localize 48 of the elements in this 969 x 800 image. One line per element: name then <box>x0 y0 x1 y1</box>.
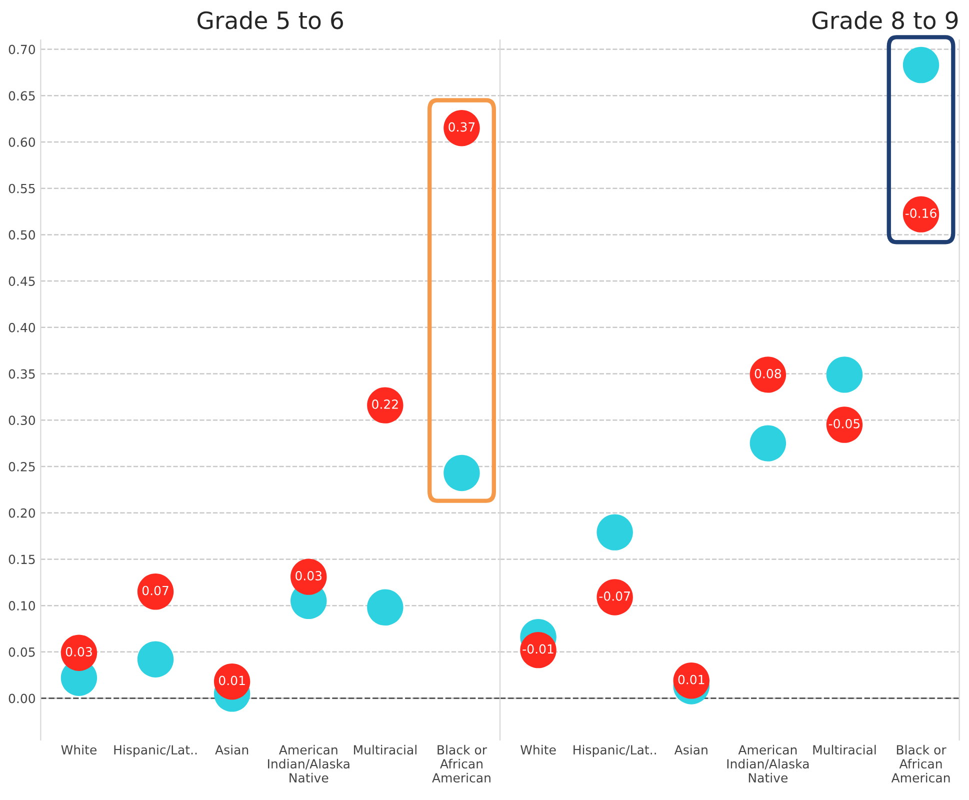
annotation: 0.08 <box>754 368 781 378</box>
y-tick-label: 0.40 <box>8 322 36 332</box>
annotation: 0.01 <box>218 676 245 686</box>
point <box>596 514 633 550</box>
y-tick-label: 0.35 <box>8 369 35 379</box>
y-tick-label: 0.65 <box>8 91 35 101</box>
y-tick-label: 0.50 <box>8 230 36 240</box>
y-tick-label: 0.20 <box>8 508 36 518</box>
y-tick-label: 0.25 <box>8 462 35 472</box>
point <box>902 46 940 84</box>
chart-title: Grade 8 to 9 <box>812 10 958 30</box>
point <box>750 425 786 462</box>
annotation: -0.01 <box>522 644 554 654</box>
x-tick-label: White <box>61 744 96 755</box>
point <box>137 641 174 678</box>
x-tick-label: Hispanic/Lat.. <box>574 744 656 757</box>
y-tick-label: 0.05 <box>8 647 35 657</box>
y-tick-label: 0.60 <box>8 137 36 147</box>
x-tick-label: American Indian/Alaska Native <box>727 744 809 783</box>
x-tick-label: American Indian/Alaska Native <box>268 744 350 783</box>
annotation: 0.37 <box>448 122 475 132</box>
x-tick-label: Black or African American <box>891 744 950 783</box>
annotation: 0.07 <box>142 586 168 596</box>
annotation: -0.16 <box>905 208 936 218</box>
x-tick-label: Black or African American <box>432 744 490 783</box>
x-tick-label: Hispanic/Lat.. <box>114 744 197 757</box>
annotation: 0.22 <box>372 399 398 409</box>
y-tick-label: 0.10 <box>8 601 36 610</box>
x-tick-label: White <box>520 744 556 755</box>
annotation: 0.01 <box>678 674 704 684</box>
chart-title: Grade 5 to 6 <box>198 10 343 30</box>
point <box>367 589 404 626</box>
point <box>826 356 863 393</box>
y-tick-label: 0.15 <box>8 554 35 564</box>
y-tick-label: 0.00 <box>8 694 36 704</box>
x-tick-label: Asian <box>215 744 248 755</box>
annotation: -0.07 <box>599 591 630 601</box>
x-tick-label: Multiracial <box>354 744 416 755</box>
annotation: 0.03 <box>66 647 92 656</box>
y-tick-label: 0.30 <box>8 416 36 426</box>
x-tick-label: Asian <box>674 744 708 755</box>
x-tick-label: Multiracial <box>813 744 876 755</box>
y-tick-label: 0.55 <box>8 184 35 194</box>
annotation: 0.03 <box>296 570 322 580</box>
y-tick-label: 0.70 <box>8 44 36 54</box>
y-tick-label: 0.45 <box>8 276 35 286</box>
point <box>444 454 480 492</box>
annotation: -0.05 <box>828 418 860 428</box>
